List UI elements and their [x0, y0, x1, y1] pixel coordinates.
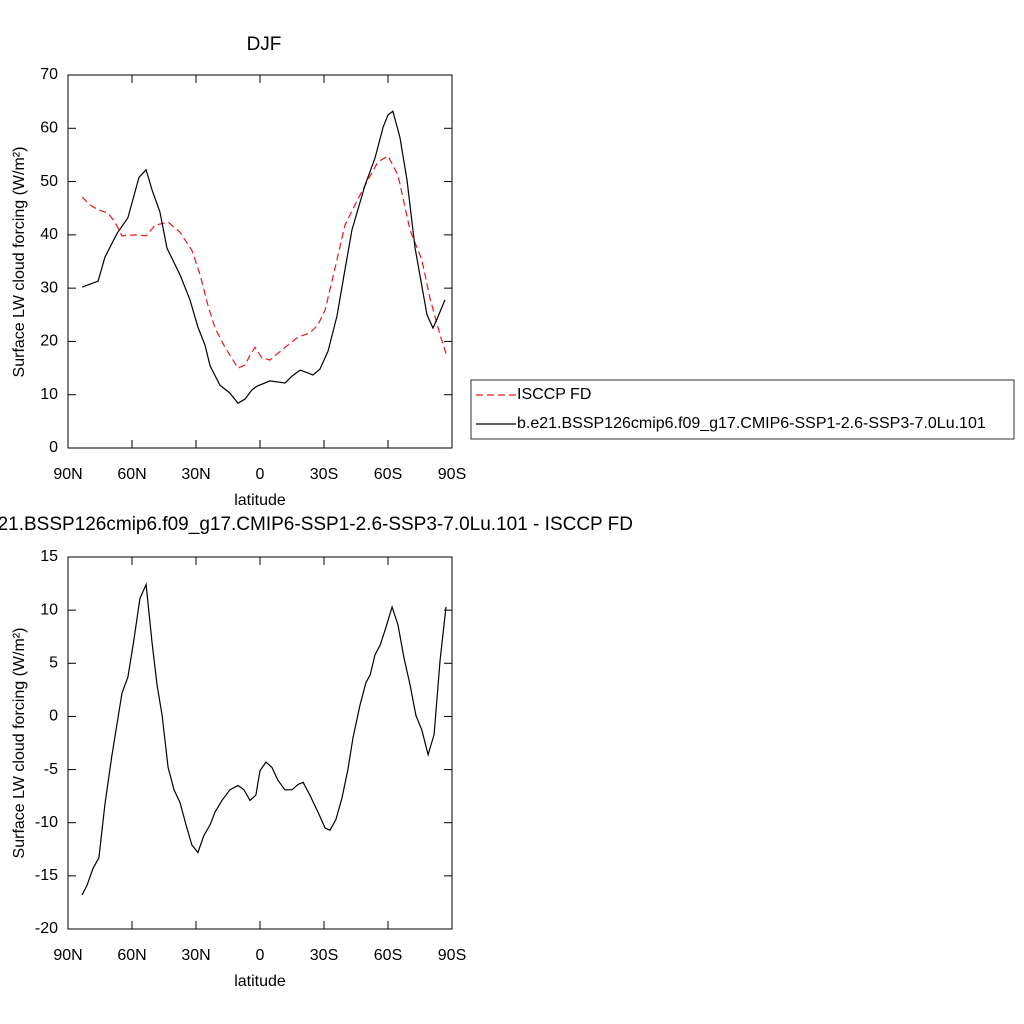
x-tick-label: 90S	[438, 466, 466, 483]
y-tick-label: 10	[40, 386, 58, 403]
x-tick-label: 60S	[374, 466, 402, 483]
x-tick-label: 30S	[310, 466, 338, 483]
y-tick-label: -5	[44, 761, 58, 778]
legend-label: b.e21.BSSP126cmip6.f09_g17.CMIP6-SSP1-2.…	[517, 415, 986, 432]
x-tick-label: 90S	[438, 947, 466, 964]
y-tick-label: 0	[49, 708, 58, 725]
legend-box	[470, 379, 1015, 440]
y-axis-label: Surface LW cloud forcing (W/m²)	[11, 147, 28, 378]
y-tick-label: 50	[40, 173, 58, 190]
y-tick-label: 70	[40, 66, 58, 83]
chart-title: DJF	[247, 34, 282, 55]
plot-frame	[67, 74, 453, 449]
y-tick-label: 30	[40, 279, 58, 296]
y-axis-label: Surface LW cloud forcing (W/m²)	[11, 628, 28, 859]
y-tick-label: 10	[40, 601, 58, 618]
y-tick-label: -10	[35, 814, 58, 831]
chart-title: b.e21.BSSP126cmip6.f09_g17.CMIP6-SSP1-2.…	[0, 514, 633, 535]
y-tick-label: 20	[40, 333, 58, 350]
x-tick-label: 90N	[53, 947, 82, 964]
data-line	[81, 155, 448, 369]
x-axis-label: latitude	[234, 492, 286, 509]
x-tick-label: 90N	[53, 466, 82, 483]
x-tick-label: 60N	[117, 947, 146, 964]
x-tick-label: 30S	[310, 947, 338, 964]
y-tick-label: -15	[35, 867, 58, 884]
data-line	[81, 110, 446, 404]
data-line	[81, 582, 447, 896]
x-tick-label: 30N	[181, 466, 210, 483]
legend-label: ISCCP FD	[517, 386, 591, 403]
x-axis-label: latitude	[234, 973, 286, 990]
y-tick-label: 0	[49, 439, 58, 456]
x-tick-label: 0	[256, 466, 265, 483]
y-tick-label: 60	[40, 120, 58, 137]
x-tick-label: 30N	[181, 947, 210, 964]
x-tick-label: 0	[256, 947, 265, 964]
y-tick-label: 40	[40, 226, 58, 243]
y-tick-label: -20	[35, 920, 58, 937]
y-tick-label: 15	[40, 548, 58, 565]
x-tick-label: 60S	[374, 947, 402, 964]
y-tick-label: 5	[49, 655, 58, 672]
x-tick-label: 60N	[117, 466, 146, 483]
